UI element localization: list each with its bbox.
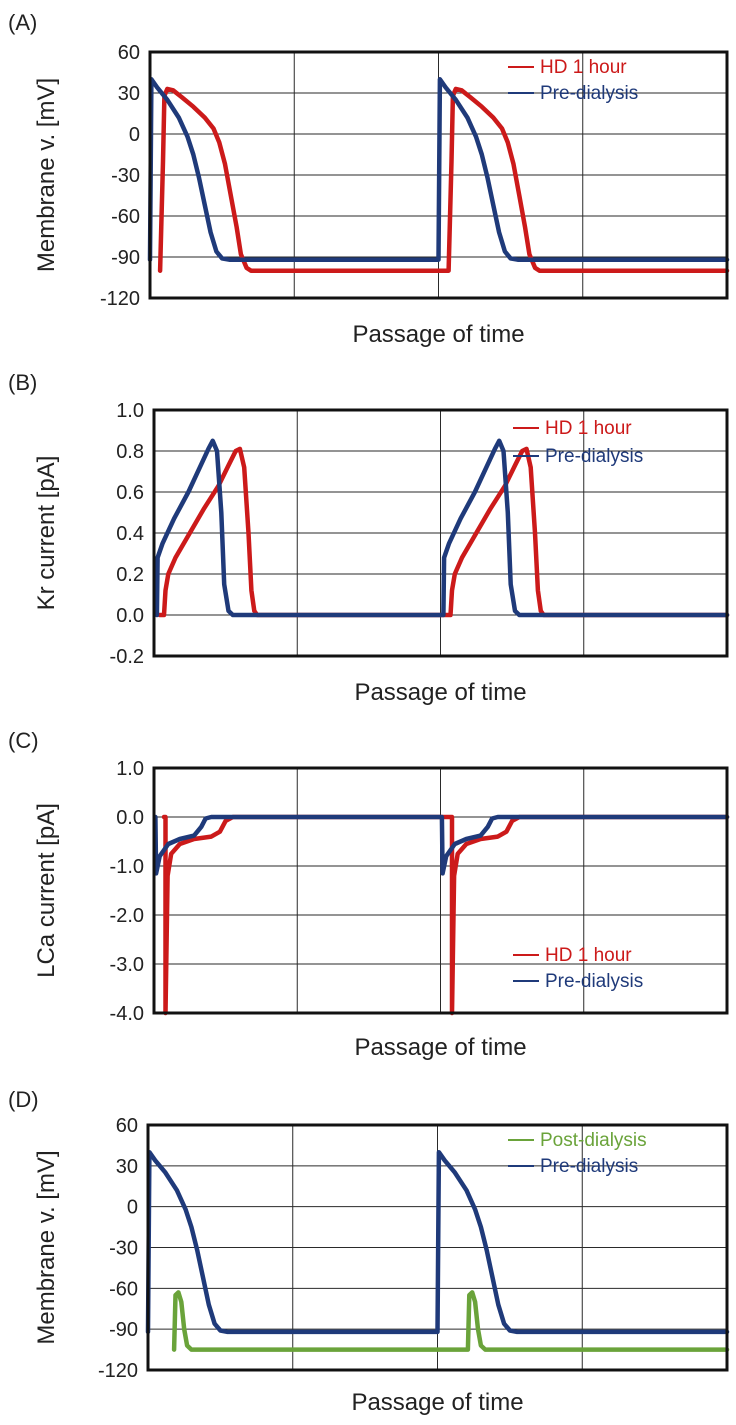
panel-c-legend-label: Pre-dialysis bbox=[545, 971, 643, 992]
panel-a-xlabel: Passage of time bbox=[352, 321, 524, 348]
panel-a-ytick-label: 30 bbox=[118, 83, 140, 105]
panel-c-series-pre-dialysis bbox=[153, 814, 730, 876]
panel-b-plot-frame bbox=[152, 408, 729, 658]
panel-c-legend-label: HD 1 hour bbox=[545, 945, 632, 966]
panel-a-series-pre-dialysis bbox=[147, 77, 730, 262]
panel-a-ytick-label: -30 bbox=[111, 165, 140, 187]
panel-b-ytick-label: 0.8 bbox=[116, 441, 144, 463]
panel-c-ytick-label: -2.0 bbox=[110, 905, 144, 927]
panel-c-ytick-label: 0.0 bbox=[116, 807, 144, 829]
panel-c-ytick-label: -3.0 bbox=[110, 954, 144, 976]
panel-c-ylabel: LCa current [pA] bbox=[33, 803, 60, 978]
panel-b-legend-label: HD 1 hour bbox=[545, 418, 632, 439]
panel-d-ytick-label: 60 bbox=[116, 1115, 138, 1137]
panel-c-ytick-label: 1.0 bbox=[116, 758, 144, 780]
panel-a-ytick-label: -120 bbox=[100, 288, 140, 310]
panel-d-series-post-dialysis bbox=[171, 1290, 730, 1352]
panel-b-ytick-label: 0.2 bbox=[116, 564, 144, 586]
panel-c-label: (C) bbox=[8, 728, 39, 753]
panel-d-ytick-label: -120 bbox=[98, 1360, 138, 1382]
panel-c-series-hd-1-hour bbox=[161, 814, 730, 1016]
panel-a-ytick-label: -90 bbox=[111, 247, 140, 269]
panel-a-plot-frame bbox=[148, 50, 729, 300]
panel-d-ytick-label: 0 bbox=[127, 1197, 138, 1219]
panel-a-ylabel: Membrane v. [mV] bbox=[33, 78, 60, 272]
panel-d-ytick-label: -30 bbox=[109, 1238, 138, 1260]
panel-a-series-hd-1-hour bbox=[157, 86, 730, 273]
panel-c-ytick-label: -1.0 bbox=[110, 856, 144, 878]
panel-d-xlabel: Passage of time bbox=[351, 1389, 523, 1416]
panel-a-ytick-label: 0 bbox=[129, 124, 140, 146]
panel-d-legend-label: Pre-dialysis bbox=[540, 1156, 638, 1177]
panel-d-plot-frame bbox=[146, 1123, 729, 1372]
panel-b-ytick-label: 1.0 bbox=[116, 400, 144, 422]
panel-d-series-pre-dialysis bbox=[145, 1149, 730, 1335]
panel-b-ytick-label: -0.2 bbox=[110, 646, 144, 668]
panel-a-legend-label: Pre-dialysis bbox=[540, 83, 638, 104]
panel-c-xlabel: Passage of time bbox=[354, 1034, 526, 1061]
panel-d-legend-label: Post-dialysis bbox=[540, 1130, 647, 1151]
panel-d-ytick-label: -60 bbox=[109, 1278, 138, 1300]
panel-d-label: (D) bbox=[8, 1087, 39, 1112]
panel-b-label: (B) bbox=[8, 370, 37, 395]
panel-a-ytick-label: -60 bbox=[111, 206, 140, 228]
panel-b-ytick-label: 0.0 bbox=[116, 605, 144, 627]
panel-b-ylabel: Kr current [pA] bbox=[33, 456, 60, 611]
panel-b-legend-label: Pre-dialysis bbox=[545, 446, 643, 467]
panel-d-ylabel: Membrane v. [mV] bbox=[33, 1150, 60, 1344]
panel-d-ytick-label: -90 bbox=[109, 1319, 138, 1341]
panel-b-xlabel: Passage of time bbox=[354, 679, 526, 706]
panel-a-ytick-label: 60 bbox=[118, 42, 140, 64]
panel-a-label: (A) bbox=[8, 10, 37, 35]
panel-c-ytick-label: -4.0 bbox=[110, 1003, 144, 1025]
panel-c-plot-frame bbox=[152, 766, 729, 1015]
panel-b-series-pre-dialysis bbox=[154, 438, 730, 618]
panel-d-ytick-label: 30 bbox=[116, 1156, 138, 1178]
panel-b-ytick-label: 0.4 bbox=[116, 523, 144, 545]
panel-b-ytick-label: 0.6 bbox=[116, 482, 144, 504]
panel-a-legend-label: HD 1 hour bbox=[540, 57, 627, 78]
